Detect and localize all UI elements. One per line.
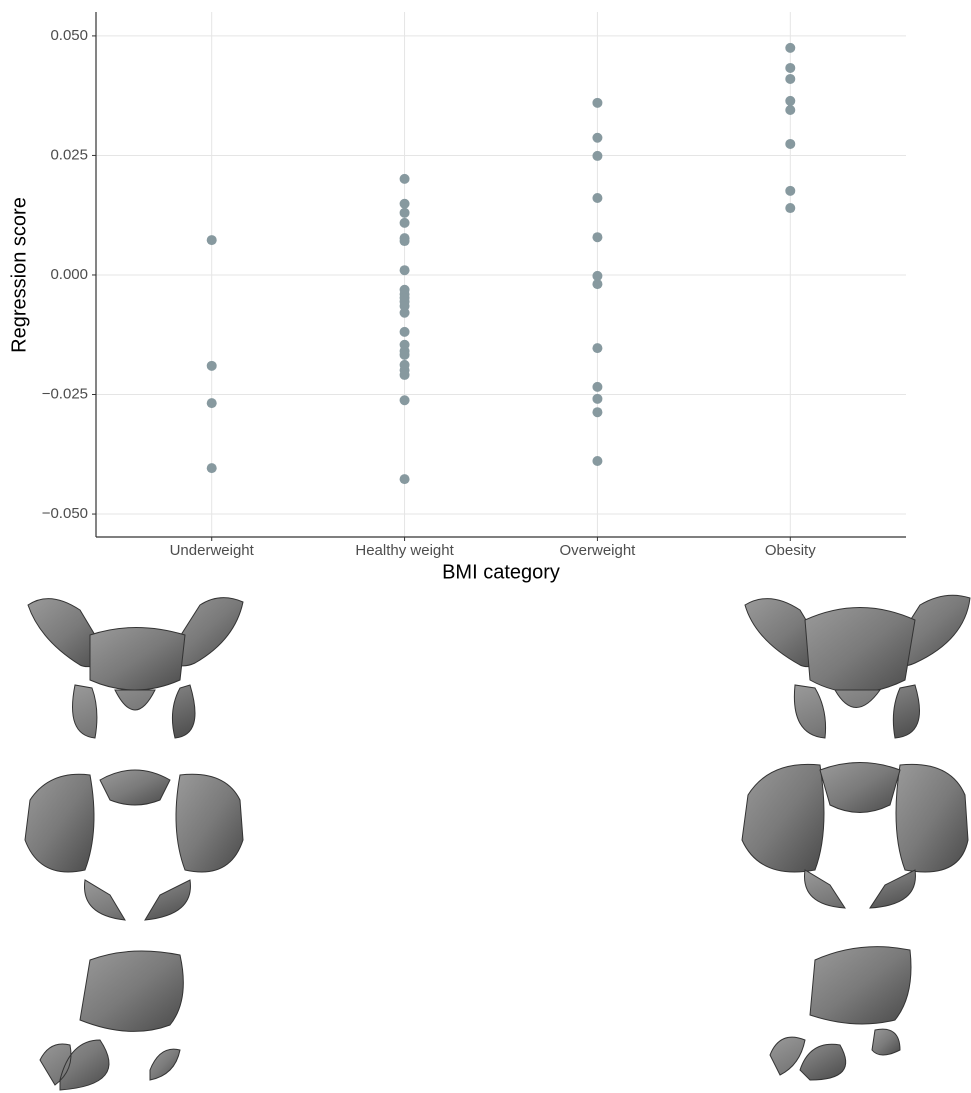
x-tick-label: Underweight xyxy=(170,542,255,559)
point xyxy=(400,474,410,484)
point xyxy=(207,398,217,408)
pelvis-left-front xyxy=(28,598,243,738)
point xyxy=(400,218,410,228)
point xyxy=(785,139,795,149)
pelvis-left-top xyxy=(25,770,243,920)
point xyxy=(207,463,217,473)
point xyxy=(400,174,410,184)
pelvis-images xyxy=(25,595,970,1090)
point xyxy=(592,279,602,289)
point xyxy=(592,151,602,161)
point xyxy=(592,98,602,108)
point xyxy=(592,343,602,353)
x-tick-label: Overweight xyxy=(559,542,636,559)
y-axis-title: Regression score xyxy=(8,197,30,353)
x-tick-label: Healthy weight xyxy=(355,542,454,559)
point xyxy=(785,203,795,213)
x-tick-label: Obesity xyxy=(765,542,816,559)
point xyxy=(785,186,795,196)
point xyxy=(592,133,602,143)
pelvis-right-front xyxy=(745,595,970,738)
y-tick-label: −0.050 xyxy=(42,505,88,522)
point xyxy=(400,236,410,246)
point xyxy=(400,350,410,360)
point xyxy=(207,361,217,371)
point xyxy=(592,193,602,203)
point xyxy=(592,394,602,404)
pelvis-right-top xyxy=(742,763,968,909)
plot-area: −0.050 −0.025 0.000 0.025 0.050 Underweight He… xyxy=(42,12,906,559)
point xyxy=(785,43,795,53)
x-axis-title: BMI category xyxy=(442,561,560,583)
pelvis-right-side xyxy=(770,947,911,1080)
point xyxy=(785,96,795,106)
point xyxy=(400,199,410,209)
y-tick-label: 0.000 xyxy=(50,266,88,283)
pelvis-left-side xyxy=(40,951,183,1090)
point xyxy=(400,327,410,337)
point xyxy=(592,382,602,392)
y-tick-label: −0.025 xyxy=(42,385,88,402)
point xyxy=(207,235,217,245)
point xyxy=(785,105,795,115)
point xyxy=(400,395,410,405)
y-tick-label: 0.025 xyxy=(50,146,88,163)
point xyxy=(400,208,410,218)
point xyxy=(400,308,410,318)
point xyxy=(785,74,795,84)
figure: −0.050 −0.025 0.000 0.025 0.050 Underweight He… xyxy=(0,0,971,1093)
point xyxy=(785,63,795,73)
point xyxy=(592,407,602,417)
point xyxy=(592,456,602,466)
point xyxy=(592,232,602,242)
point xyxy=(400,265,410,275)
y-tick-label: 0.050 xyxy=(50,27,88,44)
point xyxy=(400,370,410,380)
